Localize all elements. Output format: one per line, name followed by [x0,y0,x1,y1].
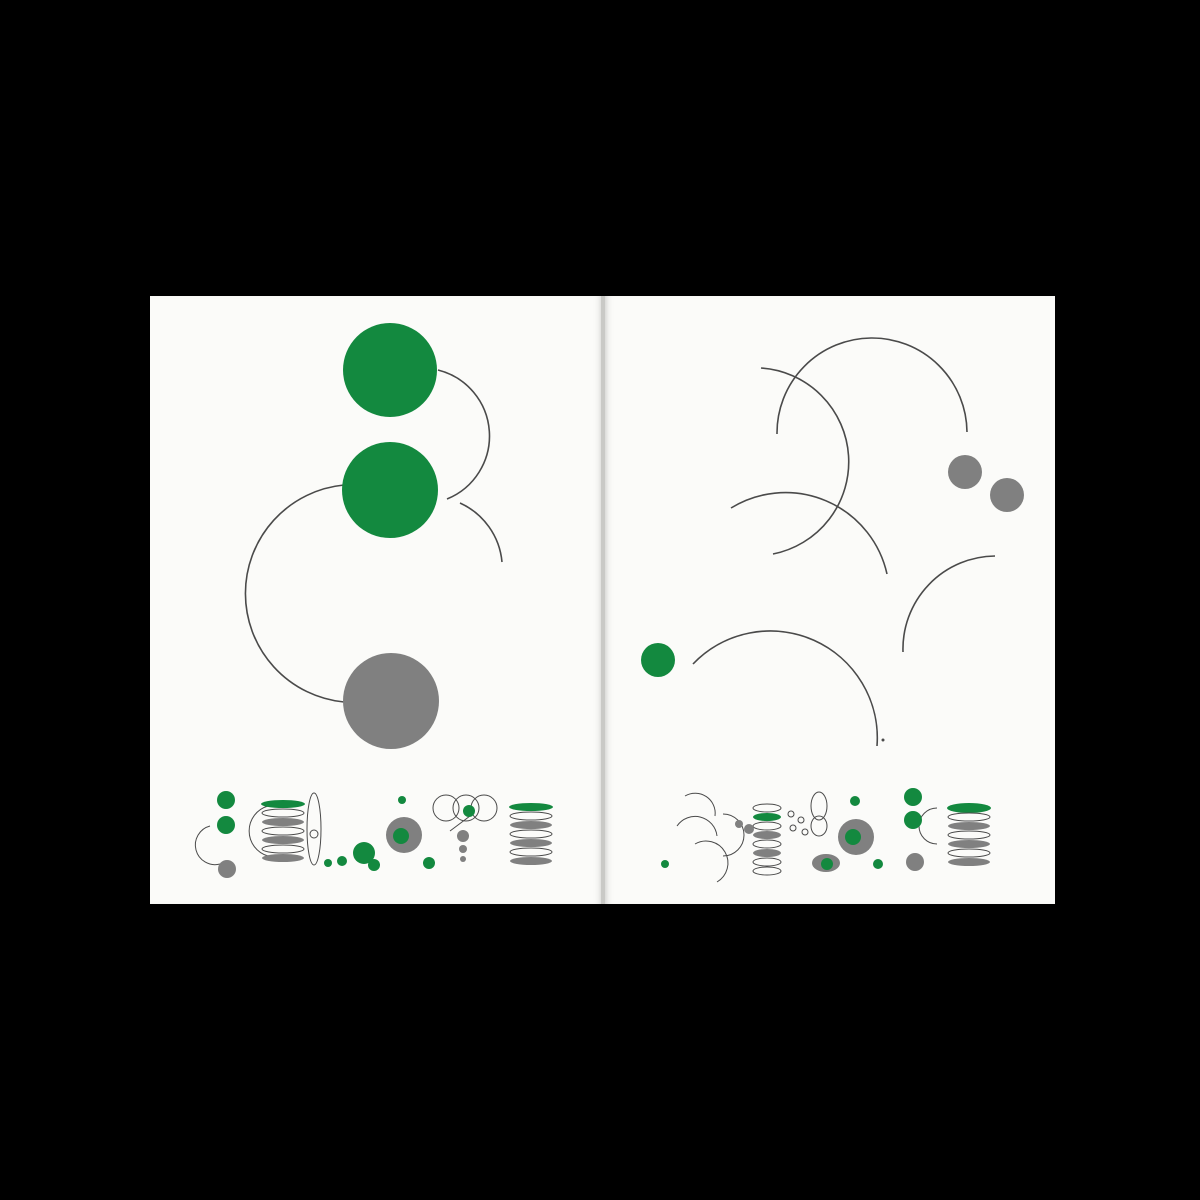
arc-4 [902,555,996,653]
dots-right [661,788,924,872]
arc-big-left [244,484,345,703]
arc-3 [730,491,888,575]
ornament-row-left [194,792,498,866]
arc-2 [760,367,850,555]
dots-left [217,791,475,878]
tiny-dot [881,738,885,742]
book-spread [150,296,1055,904]
arc-mid-right [459,502,503,563]
grey-dot-2 [990,478,1024,512]
coil-stack-left-1 [261,800,305,862]
ornament-row-right [676,791,938,883]
grey-dot-1 [948,455,982,489]
coil-stack-left-2 [509,803,553,865]
coil-stack-right-2 [947,803,991,866]
coil-stack-right-1 [752,803,782,876]
right-page [605,296,1055,904]
grey-circle-bottom [343,653,439,749]
book-gutter [601,296,606,904]
left-page-illustration [194,323,553,878]
arc-top-right [437,369,491,500]
right-page-illustration [641,337,1024,883]
arc-5 [692,630,879,747]
left-page [150,296,602,904]
arc-1 [776,337,968,435]
green-dot [641,643,675,677]
arc-cluster [692,337,996,747]
green-circle-middle [342,442,438,538]
green-circle-top [343,323,437,417]
